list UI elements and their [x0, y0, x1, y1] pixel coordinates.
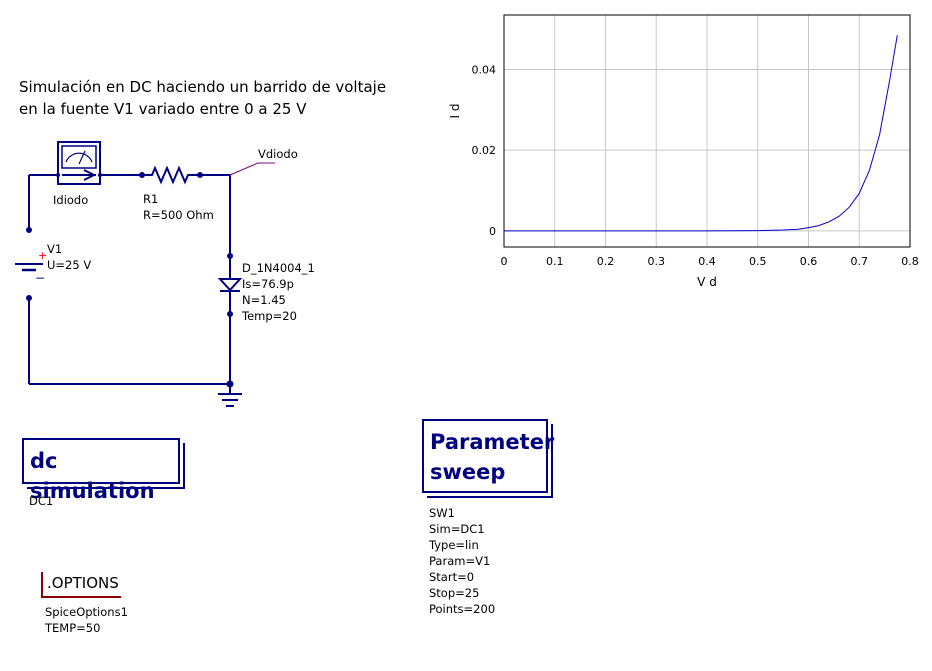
circuit-schematic: + − [15, 141, 275, 407]
spice-options-properties: SpiceOptions1 TEMP=50 [45, 604, 128, 636]
dc-simulation-name: DC1 [29, 494, 54, 508]
x-tick-label: 0.7 [851, 255, 869, 268]
y-tick-label: 0 [489, 225, 496, 238]
parameter-sweep-block[interactable]: Parameter sweep [422, 419, 554, 493]
sweep-prop-start: Start=0 [429, 570, 475, 584]
x-tick-label: 0.1 [546, 255, 564, 268]
sweep-prop-param: Param=V1 [429, 554, 491, 568]
x-tick-label: 0.5 [749, 255, 767, 268]
parameter-sweep-properties: SW1 Sim=DC1 Type=lin Param=V1 Start=0 St… [429, 505, 495, 617]
spice-options-title: .OPTIONS [47, 574, 119, 592]
sweep-prop-sim: Sim=DC1 [429, 522, 485, 536]
sweep-prop-stop: Stop=25 [429, 586, 480, 600]
chart-grid [504, 15, 910, 247]
x-tick-label: 0.2 [597, 255, 615, 268]
node-label-vdiodo: Vdiodo [258, 147, 298, 161]
diode-param-is: Is=76.9p [242, 277, 294, 291]
dc-simulation-title: dc simulation [30, 449, 155, 503]
series-line-id [504, 35, 898, 232]
diode-symbol[interactable] [217, 253, 243, 317]
source-minus-sign: − [35, 271, 45, 285]
dc-simulation-block[interactable]: dc simulation [22, 438, 180, 503]
ground-symbol[interactable] [218, 380, 242, 407]
sweep-prop-type: Type=lin [429, 538, 479, 552]
diode-iv-chart[interactable]: 0 0.1 0.2 0.3 0.4 0.5 0.6 0.7 0.8 00.020.04 V d … [445, 0, 930, 300]
x-tick-label: 0.6 [800, 255, 818, 268]
resistor-label: R1 R=500 Ohm [143, 191, 214, 223]
diode-name: D_1N4004_1 [242, 261, 315, 275]
node-label-pointer [229, 162, 275, 176]
x-tick-label: 0.8 [901, 255, 919, 268]
y-axis-label: I d [448, 104, 462, 119]
y-tick-labels: 0 0.02 0.04 [472, 63, 497, 237]
note-line-1: Simulación en DC haciendo un barrido de … [19, 78, 387, 96]
y-tick-label: 0.04 [472, 63, 497, 76]
spice-options-block[interactable]: .OPTIONS [41, 572, 121, 598]
x-tick-label: 0 [501, 255, 508, 268]
ammeter-symbol[interactable] [56, 141, 102, 185]
source-label: V1 U=25 V [47, 241, 91, 273]
parameter-sweep-title-line-1: Parameter [430, 430, 555, 454]
source-name: V1 [47, 242, 63, 256]
resistor-symbol[interactable] [139, 165, 203, 185]
voltage-source-symbol[interactable] [15, 227, 43, 301]
source-plus-sign: + [38, 249, 47, 262]
x-tick-label: 0.4 [698, 255, 716, 268]
simulation-note: Simulación en DC haciendo un barrido de … [19, 76, 386, 120]
x-tick-labels: 0 0.1 0.2 0.3 0.4 0.5 0.6 0.7 0.8 [501, 255, 919, 268]
source-value: U=25 V [47, 258, 92, 272]
resistor-value: R=500 Ohm [143, 208, 214, 222]
ammeter-name: Idiodo [53, 193, 89, 207]
sweep-prop-points: Points=200 [429, 602, 496, 616]
resistor-name: R1 [143, 192, 159, 206]
spice-options-temp: TEMP=50 [45, 621, 101, 635]
y-tick-label: 0.02 [472, 144, 497, 157]
diode-param-n: N=1.45 [242, 293, 286, 307]
diode-param-temp: Temp=20 [242, 309, 297, 323]
x-axis-label: V d [697, 275, 717, 289]
sweep-prop-name: SW1 [429, 506, 455, 520]
note-line-2: en la fuente V1 variado entre 0 a 25 V [19, 100, 307, 118]
spice-options-name: SpiceOptions1 [45, 605, 128, 619]
parameter-sweep-title: Parameter sweep [430, 427, 554, 487]
x-tick-label: 0.3 [648, 255, 666, 268]
parameter-sweep-title-line-2: sweep [430, 460, 506, 484]
plot-frame [503, 14, 911, 248]
diode-label: D_1N4004_1 Is=76.9p N=1.45 Temp=20 [242, 260, 315, 324]
